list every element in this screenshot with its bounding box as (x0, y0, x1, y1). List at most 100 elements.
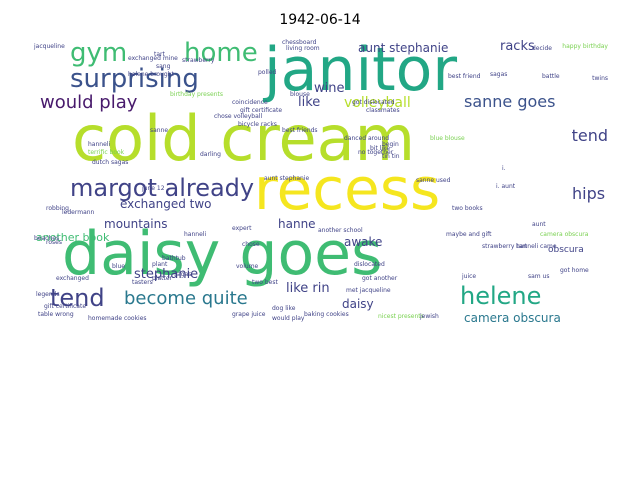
word-37: best friends (282, 127, 318, 134)
word-107: jewish (420, 313, 439, 320)
word-26: daisy (342, 297, 374, 311)
word-23: awake (344, 235, 383, 249)
word-5: gym (70, 38, 128, 68)
word-95: gift certificate (44, 303, 87, 310)
word-94: table wrong (38, 311, 74, 318)
word-29: exchanged mine (128, 55, 178, 62)
word-99: juice (462, 273, 477, 280)
word-9: helene (460, 282, 542, 310)
word-105: volume (236, 263, 259, 270)
word-69: blouse (290, 91, 310, 98)
word-43: chose (242, 241, 260, 248)
word-55: sanne (150, 127, 169, 134)
word-87: happy birthday (562, 43, 608, 50)
word-70: june 12 (142, 185, 165, 192)
word-30: helene brought (128, 71, 174, 78)
word-20: exchanged two (120, 197, 212, 211)
word-8: tend (50, 284, 105, 312)
word-98: would play (272, 315, 305, 322)
word-21: mountains (104, 217, 168, 231)
word-73: exchanged (56, 275, 89, 282)
word-48: classmates (366, 107, 400, 114)
word-58: dutch sagas (92, 159, 129, 166)
word-81: obscura (548, 245, 584, 255)
word-cloud: janitor cold cream recess daisy goes surpris… (32, 36, 608, 324)
word-22: stephanie (134, 267, 199, 282)
word-101: maybe and gift (446, 231, 492, 238)
word-18: aunt stephanie (358, 41, 449, 55)
word-40: birthday presents (170, 91, 223, 98)
word-63: bit like (370, 145, 391, 152)
word-38: bicycle racks (238, 121, 277, 128)
word-51: strawberry (182, 57, 215, 64)
word-92: beaches (34, 235, 60, 242)
word-12: sanne goes (464, 92, 556, 111)
word-11: would play (40, 92, 138, 113)
word-100: two books (452, 205, 483, 212)
word-97: grape juice (232, 311, 266, 318)
word-10: become quite (124, 288, 248, 309)
word-36: dislocated (354, 261, 385, 268)
word-2: recess (254, 155, 441, 223)
word-85: another school (318, 227, 363, 234)
word-15: hips (572, 184, 606, 203)
word-71: ledermann (62, 209, 95, 216)
word-108: twins (592, 75, 608, 82)
word-49: got dislocated (352, 99, 395, 106)
word-93: legends (36, 291, 60, 298)
word-57: terrific book (88, 149, 125, 156)
word-106: hanneli (184, 231, 207, 238)
word-66: polled (258, 69, 277, 76)
word-59: no together (358, 149, 394, 156)
word-62: begin (382, 141, 399, 148)
word-102: strawberry tart (482, 243, 528, 250)
word-31: homemade cookies (88, 315, 147, 322)
word-41: aunt stephanie (264, 175, 310, 182)
chart-title: 1942-06-14 (279, 12, 361, 28)
word-46: sanne used (416, 177, 451, 184)
word-90: sagas (490, 71, 508, 78)
word-89: battle (542, 73, 560, 80)
word-68: coincidence (232, 99, 268, 106)
word-27: camera obscura (464, 311, 561, 324)
word-14: tend (571, 126, 608, 145)
word-77: blue (112, 263, 125, 270)
word-80: camera obscura (540, 231, 589, 238)
word-52: sang (156, 63, 171, 70)
word-35: met jacqueline (346, 287, 391, 294)
word-25: like rin (286, 281, 330, 296)
word-82: aunt (532, 221, 546, 228)
word-103: hanneli came (516, 243, 557, 250)
word-28: another book (36, 231, 110, 244)
word-78: bathtub (162, 255, 186, 262)
word-79: tasters (132, 279, 153, 286)
word-17: wine (314, 81, 345, 96)
word-47: blue blouse (430, 135, 465, 142)
word-4: surprising (70, 64, 199, 94)
word-6: home (184, 38, 258, 68)
word-39: chose volleyball (214, 113, 263, 120)
word-60: danced around (344, 135, 390, 142)
word-34: got another (362, 275, 398, 282)
word-84: got home (560, 267, 589, 274)
word-104: dog like (272, 305, 296, 312)
word-86: i. (502, 165, 506, 172)
word-7: margot already (70, 174, 255, 202)
word-75: sagas (174, 271, 192, 278)
word-13: volleyball (344, 95, 411, 111)
word-3: daisy goes (62, 219, 383, 289)
word-32: baking cookies (304, 311, 349, 318)
word-65: living room (286, 45, 320, 52)
word-56: hanneli (88, 141, 111, 148)
word-0: janitor (264, 36, 458, 105)
word-1: cold cream (72, 102, 416, 175)
word-33: nicest presents (378, 313, 424, 320)
word-67: gift certificate (240, 107, 283, 114)
word-16: like (298, 95, 321, 110)
word-44: two best (252, 279, 278, 286)
word-96: roses (46, 239, 62, 246)
word-91: jacqueline (34, 43, 65, 50)
word-54: darling (200, 151, 221, 158)
word-83: sam us (528, 273, 550, 280)
word-72: robbing (46, 205, 69, 212)
